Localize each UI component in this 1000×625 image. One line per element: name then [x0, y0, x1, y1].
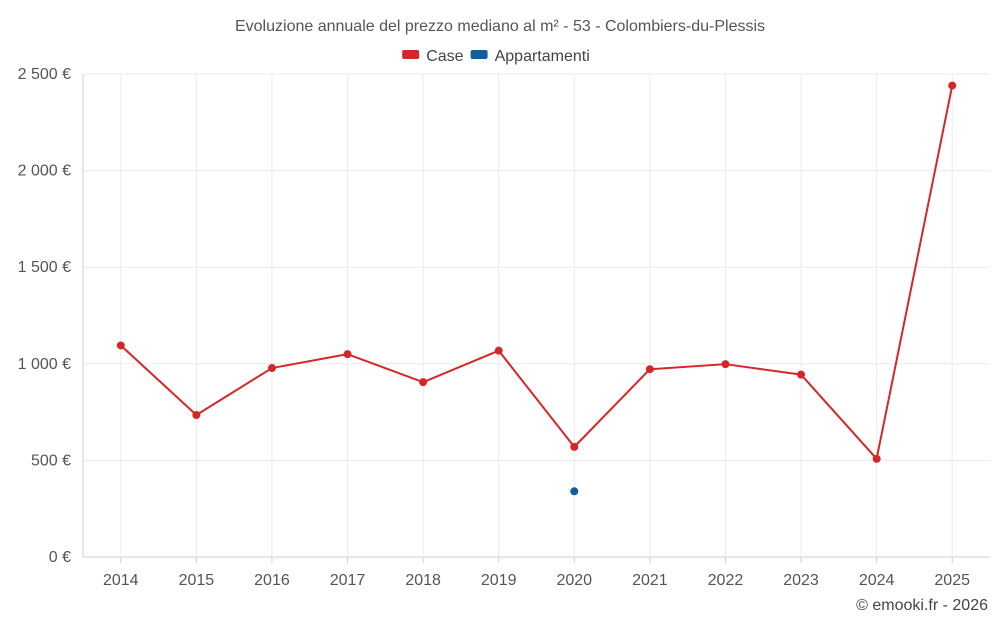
y-tick-label: 1 500 €	[18, 259, 71, 276]
legend: Case Appartamenti	[402, 48, 590, 65]
series-line-case	[120, 85, 954, 460]
legend-swatch-case	[402, 50, 420, 59]
data-point-case	[797, 370, 806, 379]
x-axis: 2014 2015 2016 2017 2018 2019 2020 2021 2022 2023…	[82, 74, 970, 589]
x-tick-label: 2025	[934, 572, 970, 589]
x-tick-label: 2015	[179, 572, 215, 589]
x-tick-label: 2020	[556, 572, 592, 589]
data-point-case	[570, 442, 579, 451]
data-point-case	[343, 350, 352, 359]
data-point-case	[419, 378, 428, 387]
data-point-case	[645, 365, 654, 374]
x-tick-label: 2018	[405, 572, 441, 589]
data-point-case	[872, 454, 881, 463]
data-point-case	[267, 364, 276, 373]
x-tick-label: 2019	[481, 572, 517, 589]
chart-title: Evoluzione annuale del prezzo mediano al…	[235, 18, 765, 35]
x-tick-label: 2022	[708, 572, 744, 589]
x-tick-label: 2014	[103, 572, 139, 589]
y-tick-label: 2 000 €	[18, 163, 71, 180]
y-tick-label: 500 €	[31, 452, 71, 469]
legend-label-appartamenti: Appartamenti	[495, 48, 590, 65]
grid-lines	[83, 73, 990, 558]
y-tick-label: 1 000 €	[18, 356, 71, 373]
copyright-footer: © emooki.fr - 2026	[856, 597, 988, 614]
x-tick-label: 2016	[254, 572, 290, 589]
x-tick-label: 2024	[859, 572, 895, 589]
x-tick-label: 2023	[783, 572, 819, 589]
legend-label-case: Case	[426, 48, 463, 65]
data-point-case	[192, 410, 201, 419]
legend-swatch-appartamenti	[470, 50, 488, 59]
data-point-case	[721, 360, 730, 369]
x-tick-label: 2021	[632, 572, 668, 589]
series-layer	[116, 81, 957, 496]
y-tick-label: 0 €	[49, 549, 71, 566]
data-point-case	[948, 81, 957, 90]
x-tick-label: 2017	[330, 572, 366, 589]
data-point-case	[494, 346, 503, 355]
y-axis: 0 € 500 € 1 000 € 1 500 € 2 000 € 2 500 €	[18, 66, 71, 566]
y-tick-label: 2 500 €	[18, 66, 71, 83]
data-point-case	[116, 341, 125, 350]
data-point-appartamenti	[570, 487, 579, 496]
